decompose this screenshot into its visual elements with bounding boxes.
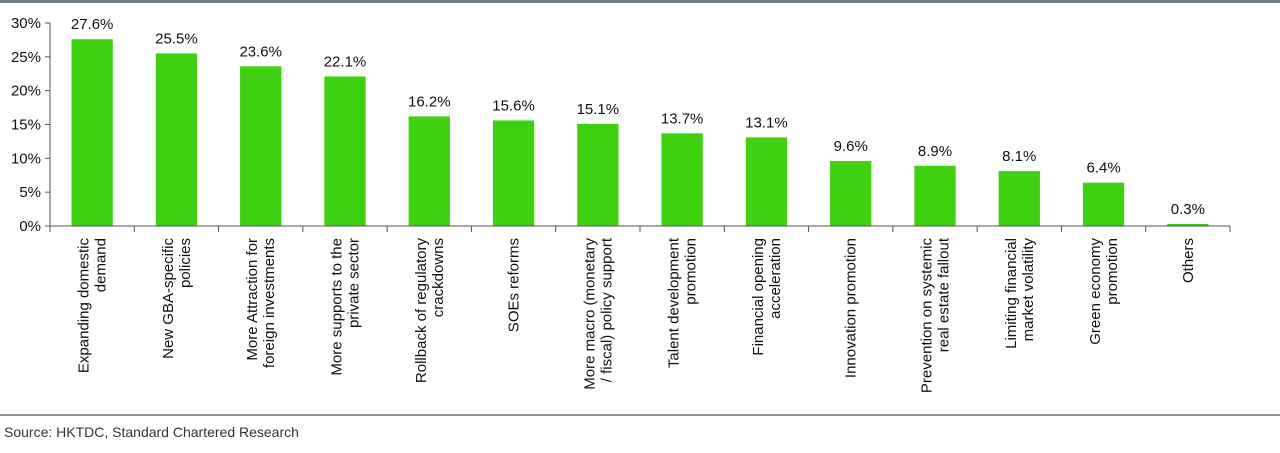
- bar: [324, 76, 366, 226]
- bar: [745, 137, 788, 226]
- x-tick-labels: Expanding domesticdemand New GBA-specific…: [76, 237, 1197, 393]
- x-tick-label: Innovation promotion: [843, 238, 860, 378]
- x-tick-label: More Attraction forforeign investments: [244, 238, 278, 368]
- x-tick-label: Prevention on systemicreal estate fallou…: [919, 237, 953, 393]
- data-label: 25.5%: [155, 30, 198, 47]
- data-label: 13.7%: [661, 110, 704, 127]
- x-tick-label: More supports to theprivate sector: [329, 238, 363, 376]
- x-tick-label: Expanding domesticdemand: [76, 238, 110, 374]
- bar: [661, 133, 703, 226]
- data-label: 9.6%: [834, 138, 868, 155]
- y-tick-label: 15%: [11, 117, 41, 134]
- bars: [71, 39, 1209, 227]
- y-tick-label: 0%: [19, 218, 41, 235]
- x-tick-label: Limiting financialmarket volatility: [1003, 238, 1037, 349]
- bar: [155, 53, 198, 227]
- bar: [830, 161, 872, 226]
- bar: [998, 171, 1040, 226]
- data-label: 23.6%: [239, 43, 282, 60]
- x-tick-label: SOEs reforms: [506, 238, 523, 332]
- x-tick-label: Financial openingacceleration: [750, 238, 784, 356]
- y-axis: 0% 5% 10% 15% 20% 25% 30%: [11, 15, 51, 235]
- y-tick-label: 30%: [11, 15, 41, 32]
- x-tick-label: Green economypromotion: [1087, 238, 1121, 345]
- data-label: 27.6%: [71, 16, 114, 33]
- data-label: 15.6%: [492, 97, 535, 114]
- x-tick-label: Rollback of regulatorycrackdowns: [413, 238, 447, 384]
- bar: [1167, 223, 1209, 226]
- top-rule: [0, 0, 1280, 3]
- data-label: 8.9%: [918, 143, 952, 160]
- data-label: 22.1%: [324, 53, 367, 70]
- bar: [577, 123, 619, 226]
- y-tick-label: 25%: [11, 49, 41, 66]
- y-tick-label: 10%: [11, 150, 41, 167]
- data-label: 0.3%: [1171, 201, 1205, 218]
- y-tick-label: 20%: [11, 83, 41, 100]
- bar: [240, 66, 282, 226]
- bottom-rule: [0, 414, 1280, 416]
- bar: [408, 116, 450, 226]
- data-labels: 27.6% 25.5% 23.6% 22.1% 16.2% 15.6% 15.1% 13.7%…: [71, 16, 1205, 218]
- data-label: 13.1%: [745, 114, 788, 131]
- x-tick-label: New GBA-specificpolicies: [160, 238, 194, 359]
- x-tick-label: Others: [1180, 238, 1197, 283]
- x-tick-label: More macro (monetary/ fiscal) policy sup…: [581, 237, 615, 390]
- bar-chart: 0% 5% 10% 15% 20% 25% 30% 27.6% 25.5% 23.6% 22.1%…: [11, 15, 1231, 393]
- bar: [492, 120, 535, 226]
- bar: [1082, 182, 1125, 226]
- data-label: 8.1%: [1002, 148, 1036, 165]
- bar: [71, 39, 113, 226]
- bar: [914, 165, 956, 226]
- data-label: 15.1%: [577, 101, 620, 118]
- x-tick-label: Talent developmentpromotion: [666, 237, 700, 368]
- source-note: Source: HKTDC, Standard Chartered Resear…: [4, 424, 299, 440]
- y-tick-label: 5%: [19, 184, 41, 201]
- data-label: 6.4%: [1086, 160, 1120, 177]
- data-label: 16.2%: [408, 93, 451, 110]
- x-axis: [49, 225, 1231, 232]
